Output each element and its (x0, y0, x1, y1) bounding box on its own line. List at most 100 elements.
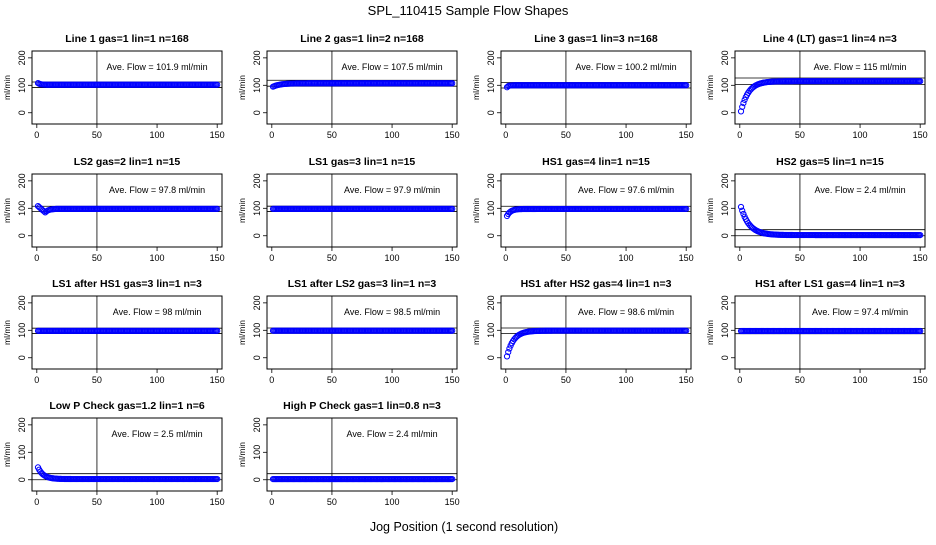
average-flow-annotation: Ave. Flow = 98 ml/min (113, 307, 202, 317)
x-tick-label: 0 (34, 130, 39, 140)
data-point (503, 353, 511, 360)
x-tick-label: 100 (619, 130, 634, 140)
panel-title: LS1 after LS2 gas=3 lin=1 n=3 (288, 278, 437, 290)
x-tick-label: 50 (92, 253, 102, 263)
chart-panel: Line 1 gas=1 lin=1 n=168 0 100 200 ml/min 0 50… (2, 33, 225, 140)
x-tick-label: 150 (913, 253, 928, 263)
y-tick-label: 200 (17, 417, 27, 432)
y-tick-label: 200 (252, 295, 262, 310)
plot-frame (266, 50, 458, 125)
x-tick-label: 50 (92, 130, 102, 140)
y-tick-label: 100 (486, 323, 496, 338)
x-tick-label: 0 (269, 130, 274, 140)
y-tick-label: 0 (252, 477, 262, 482)
data-series (34, 327, 221, 334)
data-series (737, 203, 924, 239)
chart-panel: HS1 after LS1 gas=4 lin=1 n=3 0 100 200 ml/m… (705, 278, 928, 385)
plot-frame (734, 50, 926, 125)
x-tick-label: 50 (327, 130, 337, 140)
panel-title: Line 4 (LT) gas=1 lin=4 n=3 (763, 33, 897, 45)
x-tick-label: 0 (737, 375, 742, 385)
data-series (34, 203, 221, 216)
y-axis-label: ml/min (237, 442, 247, 467)
x-tick-label: 150 (445, 253, 460, 263)
data-point (449, 327, 456, 334)
chart-panel: High P Check gas=1 lin=0.8 n=3 0 100 200 ml/… (237, 400, 460, 507)
panel-title: HS2 gas=5 lin=1 n=15 (776, 156, 884, 168)
panel-title: HS1 gas=4 lin=1 n=15 (542, 156, 650, 168)
plot-frame (266, 295, 458, 370)
x-tick-label: 0 (737, 130, 742, 140)
y-axis-label: ml/min (237, 320, 247, 345)
x-tick-label: 100 (150, 130, 165, 140)
x-tick-label: 50 (327, 253, 337, 263)
data-series (737, 327, 924, 335)
x-tick-label: 100 (150, 497, 165, 507)
x-tick-label: 100 (385, 130, 400, 140)
x-tick-label: 50 (561, 375, 571, 385)
y-axis-label: ml/min (705, 198, 715, 223)
x-tick-label: 100 (853, 130, 868, 140)
data-point (739, 103, 746, 111)
x-tick-label: 100 (385, 375, 400, 385)
y-axis-label: ml/min (2, 320, 12, 345)
y-axis-label: ml/min (471, 198, 481, 223)
chart-panel: LS1 after LS2 gas=3 lin=1 n=3 0 100 200 ml/m… (237, 278, 460, 385)
data-point (740, 210, 747, 218)
y-tick-label: 100 (252, 323, 262, 338)
panel-title: Line 1 gas=1 lin=1 n=168 (65, 33, 189, 45)
data-series (503, 327, 690, 360)
data-point (449, 475, 456, 483)
y-axis-label: ml/min (2, 442, 12, 467)
x-tick-label: 50 (795, 130, 805, 140)
y-tick-label: 0 (486, 355, 496, 360)
y-tick-label: 0 (17, 477, 27, 482)
x-tick-label: 150 (210, 253, 225, 263)
data-point (214, 327, 221, 334)
panel-title: LS1 after HS1 gas=3 lin=1 n=3 (52, 278, 202, 290)
panel-title: High P Check gas=1 lin=0.8 n=3 (283, 400, 441, 412)
data-point (737, 203, 745, 211)
data-point (506, 345, 513, 352)
average-flow-annotation: Ave. Flow = 97.6 ml/min (578, 185, 674, 195)
average-flow-annotation: Ave. Flow = 97.9 ml/min (344, 185, 440, 195)
y-tick-label: 200 (486, 295, 496, 310)
data-series (269, 327, 456, 334)
data-series (737, 78, 924, 115)
y-tick-label: 0 (17, 355, 27, 360)
y-tick-label: 0 (720, 233, 730, 238)
y-tick-label: 0 (486, 110, 496, 115)
y-tick-label: 200 (486, 50, 496, 65)
x-tick-label: 50 (92, 497, 102, 507)
panel-grid: Line 1 gas=1 lin=1 n=168 0 100 200 ml/min 0 50… (2, 33, 928, 507)
y-tick-label: 0 (17, 110, 27, 115)
y-tick-label: 0 (17, 233, 27, 238)
x-tick-label: 50 (327, 375, 337, 385)
x-tick-label: 0 (34, 375, 39, 385)
panel-title: HS1 after HS2 gas=4 lin=1 n=3 (521, 278, 672, 290)
plot-frame (31, 173, 223, 248)
y-tick-label: 0 (486, 233, 496, 238)
chart-panel: Line 4 (LT) gas=1 lin=4 n=3 0 100 200 ml/min… (705, 33, 928, 140)
x-tick-label: 0 (269, 375, 274, 385)
x-tick-label: 100 (150, 253, 165, 263)
y-tick-label: 0 (720, 355, 730, 360)
data-point (449, 205, 456, 212)
average-flow-annotation: Ave. Flow = 98.5 ml/min (344, 307, 440, 317)
average-flow-annotation: Ave. Flow = 97.8 ml/min (109, 185, 205, 195)
y-tick-label: 200 (252, 173, 262, 188)
x-tick-label: 150 (445, 130, 460, 140)
data-point (214, 475, 221, 483)
data-point (449, 80, 456, 87)
chart-panel: HS1 after HS2 gas=4 lin=1 n=3 0 100 200 ml/m… (471, 278, 694, 385)
plot-frame (734, 173, 926, 248)
average-flow-annotation: Ave. Flow = 100.2 ml/min (575, 62, 676, 72)
x-tick-label: 150 (210, 497, 225, 507)
y-tick-label: 100 (17, 78, 27, 93)
chart-panel: Line 3 gas=1 lin=3 n=168 0 100 200 ml/min 0 50… (471, 33, 694, 140)
data-point (214, 205, 221, 213)
y-tick-label: 100 (720, 78, 730, 93)
data-point (917, 327, 924, 335)
x-tick-label: 100 (150, 375, 165, 385)
